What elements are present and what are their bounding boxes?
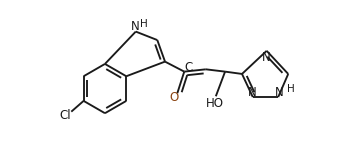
- Text: Cl: Cl: [59, 109, 71, 122]
- Text: N: N: [248, 86, 256, 99]
- Text: N: N: [131, 21, 139, 33]
- Text: C: C: [185, 61, 193, 74]
- Text: N: N: [275, 86, 283, 99]
- Text: HO: HO: [206, 98, 224, 110]
- Text: O: O: [170, 91, 179, 104]
- Text: N: N: [261, 51, 270, 64]
- Text: H: H: [287, 84, 294, 94]
- Text: H: H: [140, 19, 148, 29]
